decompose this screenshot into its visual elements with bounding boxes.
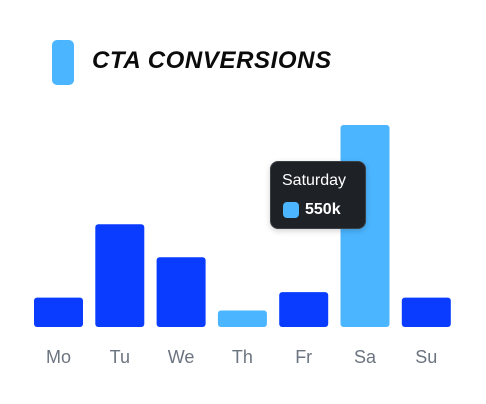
legend-swatch bbox=[52, 40, 74, 85]
bar-fr[interactable] bbox=[279, 292, 329, 327]
bar-su[interactable] bbox=[401, 297, 451, 327]
x-tick-label-we: We bbox=[168, 347, 195, 367]
tooltip-value: 550k bbox=[305, 201, 341, 218]
tooltip: Saturday 550k bbox=[270, 161, 366, 229]
tooltip-swatch bbox=[283, 202, 299, 218]
x-tick-label-fr: Fr bbox=[295, 347, 312, 367]
chart-title: CTA CONVERSIONS bbox=[92, 47, 332, 74]
bar-tu[interactable] bbox=[95, 224, 145, 327]
x-tick-label-th: Th bbox=[232, 347, 253, 367]
bar-mo[interactable] bbox=[34, 297, 83, 327]
tooltip-title: Saturday bbox=[282, 172, 347, 189]
x-tick-label-su: Su bbox=[415, 347, 437, 367]
x-tick-label-sa: Sa bbox=[354, 347, 377, 367]
x-tick-label-mo: Mo bbox=[46, 347, 71, 367]
bar-th[interactable] bbox=[217, 310, 267, 328]
bar-we[interactable] bbox=[156, 257, 206, 327]
x-tick-label-tu: Tu bbox=[110, 347, 130, 367]
